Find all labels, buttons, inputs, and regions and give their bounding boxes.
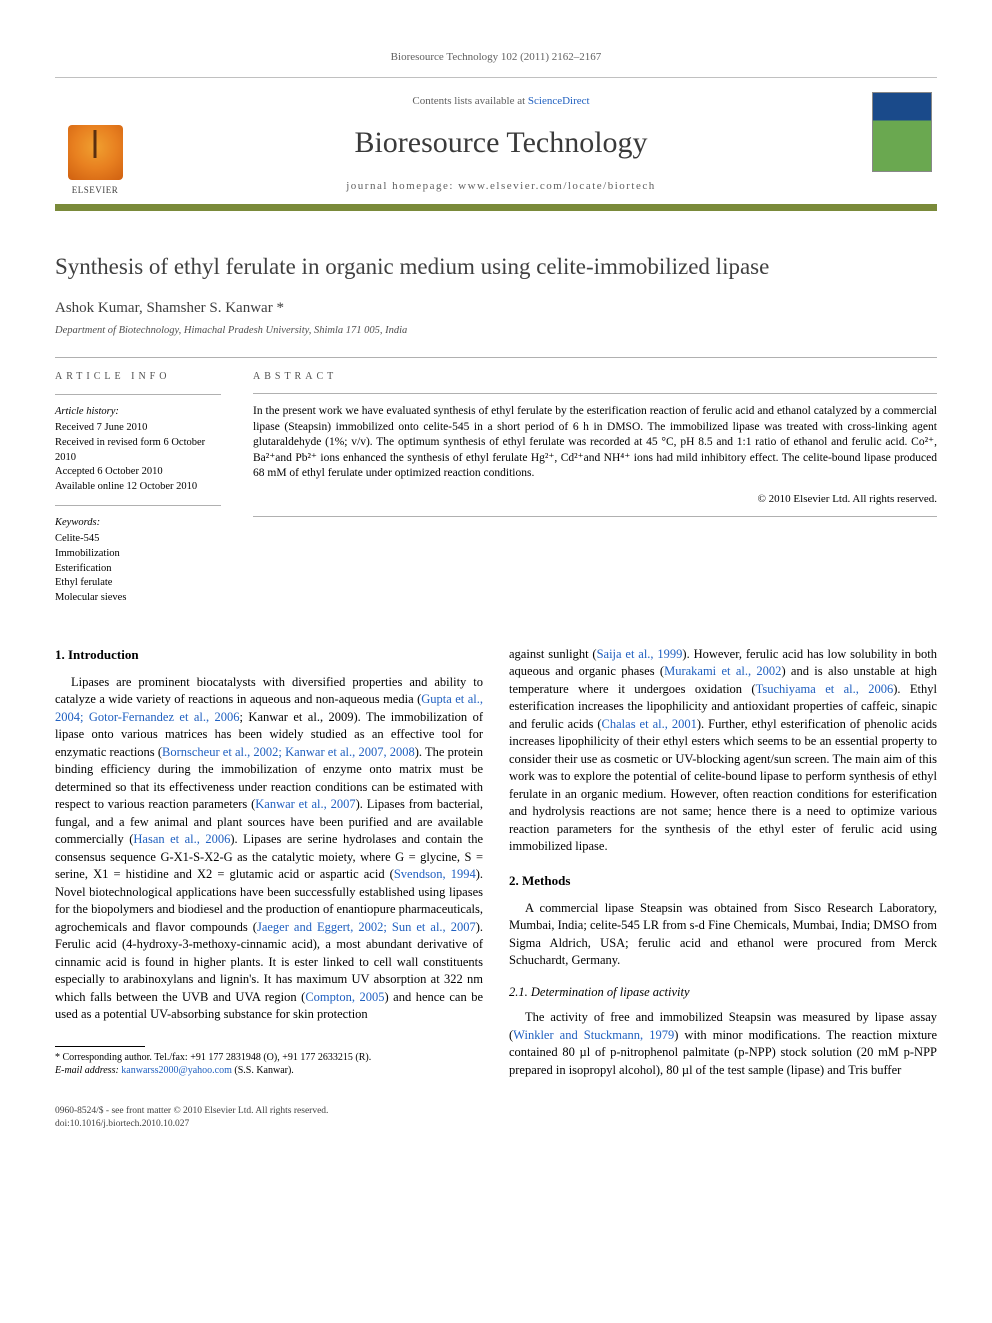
contents-available-line: Contents lists available at ScienceDirec… (145, 94, 857, 109)
publisher-name: ELSEVIER (72, 184, 119, 196)
section-1-heading: 1. Introduction (55, 646, 483, 664)
journal-name: Bioresource Technology (145, 123, 857, 164)
text: ). Further, ethyl esterification of phen… (509, 717, 937, 854)
sciencedirect-link[interactable]: ScienceDirect (528, 95, 590, 107)
email-line: E-mail address: kanwarss2000@yahoo.com (… (55, 1064, 483, 1077)
intro-paragraph: Lipases are prominent biocatalysts with … (55, 674, 483, 1024)
methods-2-1-paragraph: The activity of free and immobilized Ste… (509, 1009, 937, 1079)
page-footer-meta: 0960-8524/$ - see front matter © 2010 El… (55, 1105, 937, 1130)
abstract-copyright: © 2010 Elsevier Ltd. All rights reserved… (253, 492, 937, 507)
citation-line: Bioresource Technology 102 (2011) 2162–2… (55, 50, 937, 65)
history-line: Received 7 June 2010 (55, 421, 221, 436)
article-title: Synthesis of ethyl ferulate in organic m… (55, 251, 937, 282)
keywords-label: Keywords: (55, 516, 221, 531)
page: Bioresource Technology 102 (2011) 2162–2… (0, 0, 992, 1170)
citation-link[interactable]: Jaeger and Eggert, 2002; Sun et al., 200… (257, 920, 476, 934)
info-abstract-block: ARTICLE INFO Article history: Received 7… (55, 357, 937, 618)
article-info-heading: ARTICLE INFO (55, 370, 221, 384)
citation-link[interactable]: Murakami et al., 2002 (664, 664, 781, 678)
homepage-url: www.elsevier.com/locate/biortech (458, 180, 656, 192)
citation-link[interactable]: Svendson, 1994 (394, 867, 476, 881)
citation-link[interactable]: Bornscheur et al., 2002; Kanwar et al., … (162, 745, 415, 759)
cover-thumbnail-icon (872, 92, 932, 172)
citation-link[interactable]: Compton, 2005 (305, 990, 384, 1004)
contents-prefix: Contents lists available at (412, 95, 527, 107)
email-label: E-mail address: (55, 1065, 119, 1076)
doi-line: doi:10.1016/j.biortech.2010.10.027 (55, 1118, 937, 1130)
journal-cover (867, 88, 937, 204)
corr-author-line: * Corresponding author. Tel./fax: +91 17… (55, 1051, 483, 1064)
front-matter-line: 0960-8524/$ - see front matter © 2010 El… (55, 1105, 937, 1117)
footnote-rule (55, 1046, 145, 1047)
citation-link[interactable]: Hasan et al., 2006 (133, 832, 230, 846)
citation-link[interactable]: Winkler and Stuckmann, 1979 (513, 1028, 674, 1042)
article-info-column: ARTICLE INFO Article history: Received 7… (55, 358, 235, 618)
publisher-logo: ELSEVIER (55, 88, 135, 204)
keyword: Immobilization (55, 547, 221, 562)
citation-link[interactable]: Kanwar et al., 2007 (255, 797, 355, 811)
keyword: Molecular sieves (55, 591, 221, 606)
citation-link[interactable]: Chalas et al., 2001 (602, 717, 697, 731)
intro-paragraph-cont: against sunlight (Saija et al., 1999). H… (509, 646, 937, 856)
text: against sunlight ( (509, 647, 597, 661)
homepage-prefix: journal homepage: (346, 180, 458, 192)
methods-paragraph: A commercial lipase Steapsin was obtaine… (509, 900, 937, 970)
header-center: Contents lists available at ScienceDirec… (135, 88, 867, 204)
citation-link[interactable]: Saija et al., 1999 (597, 647, 683, 661)
section-2-1-heading: 2.1. Determination of lipase activity (509, 984, 937, 1002)
abstract-text: In the present work we have evaluated sy… (253, 404, 937, 482)
corresponding-author-footnote: * Corresponding author. Tel./fax: +91 17… (55, 1051, 483, 1077)
affiliation: Department of Biotechnology, Himachal Pr… (55, 324, 937, 338)
email-link[interactable]: kanwarss2000@yahoo.com (121, 1065, 232, 1076)
right-column: against sunlight (Saija et al., 1999). H… (509, 646, 937, 1080)
history-label: Article history: (55, 405, 221, 420)
email-suffix: (S.S. Kanwar). (234, 1065, 293, 1076)
left-column: 1. Introduction Lipases are prominent bi… (55, 646, 483, 1080)
abstract-column: ABSTRACT In the present work we have eva… (235, 358, 937, 618)
authors: Ashok Kumar, Shamsher S. Kanwar * (55, 298, 937, 318)
keyword: Ethyl ferulate (55, 576, 221, 591)
keyword: Esterification (55, 562, 221, 577)
elsevier-tree-icon (68, 125, 123, 180)
abstract-heading: ABSTRACT (253, 370, 937, 384)
keyword: Celite-545 (55, 532, 221, 547)
history-line: Available online 12 October 2010 (55, 480, 221, 495)
journal-homepage: journal homepage: www.elsevier.com/locat… (145, 179, 857, 194)
body-two-column: 1. Introduction Lipases are prominent bi… (55, 646, 937, 1080)
history-line: Received in revised form 6 October 2010 (55, 436, 221, 465)
text: Lipases are prominent biocatalysts with … (55, 675, 483, 707)
section-2-heading: 2. Methods (509, 872, 937, 890)
journal-header: ELSEVIER Contents lists available at Sci… (55, 77, 937, 211)
history-line: Accepted 6 October 2010 (55, 465, 221, 480)
citation-link[interactable]: Tsuchiyama et al., 2006 (756, 682, 894, 696)
